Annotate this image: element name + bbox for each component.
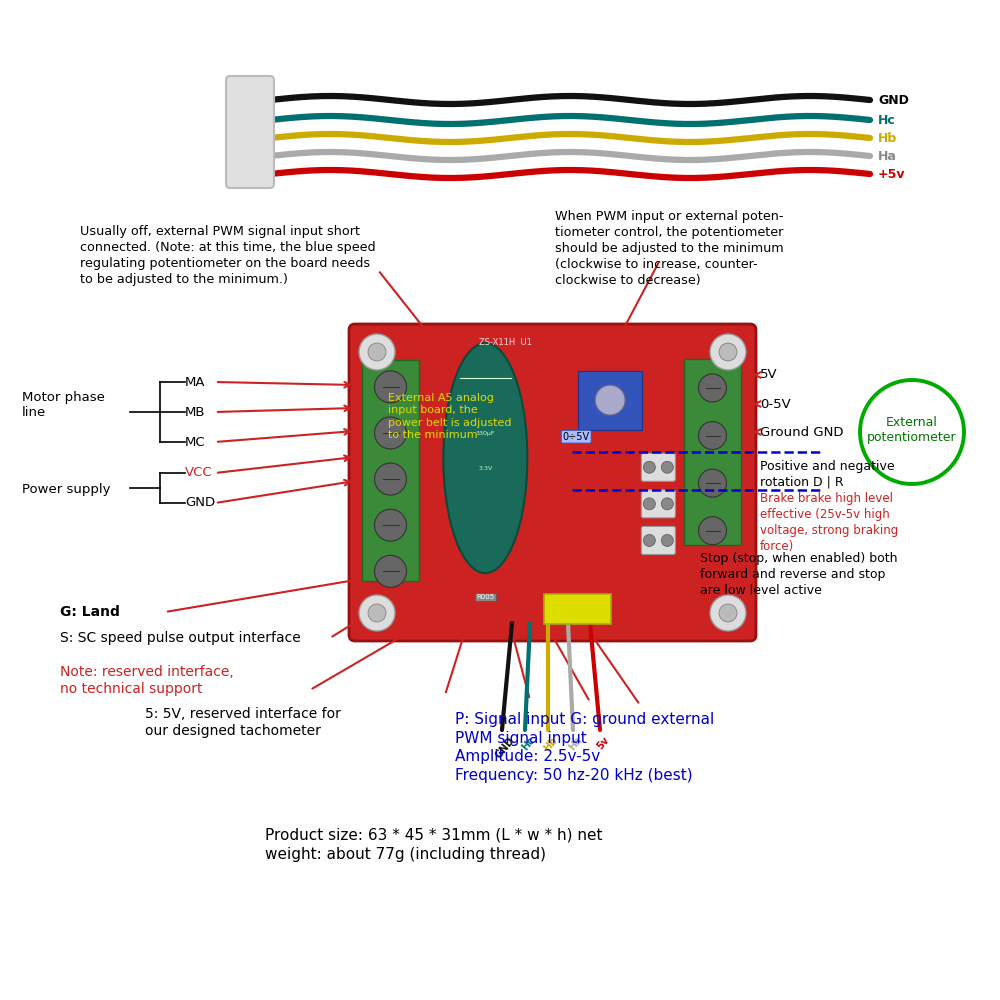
Text: When PWM input or external poten-
tiometer control, the potentiometer
should be : When PWM input or external poten- tiomet…: [555, 210, 784, 287]
Text: MB: MB: [185, 406, 206, 418]
FancyBboxPatch shape: [362, 360, 419, 581]
Circle shape: [374, 417, 406, 449]
Text: Motor phase
line: Motor phase line: [22, 390, 105, 420]
Circle shape: [661, 461, 673, 473]
Text: VCC: VCC: [185, 466, 213, 480]
Text: MC: MC: [185, 436, 206, 448]
Text: MA: MA: [185, 375, 206, 388]
Text: S: SC speed pulse output interface: S: SC speed pulse output interface: [60, 631, 301, 645]
Circle shape: [860, 380, 964, 484]
Circle shape: [359, 595, 395, 631]
Circle shape: [719, 604, 737, 622]
Circle shape: [374, 555, 406, 587]
Circle shape: [595, 385, 625, 415]
Circle shape: [710, 334, 746, 370]
Circle shape: [368, 343, 386, 361]
Circle shape: [359, 334, 395, 370]
Text: External
potentiometer: External potentiometer: [867, 416, 957, 444]
Text: GND: GND: [185, 496, 215, 510]
Text: 5: 5V, reserved interface for
our designed tachometer: 5: 5V, reserved interface for our design…: [145, 707, 341, 738]
Text: Product size: 63 * 45 * 31mm (L * w * h) net
weight: about 77g (including thread: Product size: 63 * 45 * 31mm (L * w * h)…: [265, 828, 602, 862]
Circle shape: [698, 469, 726, 497]
Text: 5V: 5V: [760, 368, 778, 381]
FancyBboxPatch shape: [578, 371, 642, 430]
Text: ZS-X11H  U1: ZS-X11H U1: [479, 338, 532, 347]
FancyBboxPatch shape: [226, 76, 274, 188]
Circle shape: [661, 534, 673, 546]
Text: Hc: Hc: [520, 735, 536, 752]
Circle shape: [374, 463, 406, 495]
Text: External A5 analog
input board, the
power belt is adjusted
to the minimum: External A5 analog input board, the powe…: [388, 393, 512, 440]
Text: Hc: Hc: [878, 113, 896, 126]
Circle shape: [698, 422, 726, 450]
Text: 5v: 5v: [595, 735, 611, 751]
Text: Positive and negative
rotation D | R: Positive and negative rotation D | R: [760, 460, 895, 489]
Text: R005: R005: [476, 594, 494, 600]
FancyBboxPatch shape: [349, 324, 756, 641]
Text: Brake brake high level
effective (25v-5v high
voltage, strong braking
force): Brake brake high level effective (25v-5v…: [760, 492, 898, 553]
Circle shape: [368, 604, 386, 622]
Ellipse shape: [443, 343, 527, 573]
Text: Note: reserved interface,
no technical support: Note: reserved interface, no technical s…: [60, 665, 234, 696]
Text: Usually off, external PWM signal input short
connected. (Note: at this time, the: Usually off, external PWM signal input s…: [80, 225, 376, 286]
Text: GND: GND: [878, 94, 909, 106]
FancyBboxPatch shape: [641, 526, 675, 554]
Circle shape: [374, 509, 406, 541]
Circle shape: [698, 517, 726, 545]
Text: +5v: +5v: [878, 167, 906, 180]
Circle shape: [643, 461, 655, 473]
Circle shape: [719, 343, 737, 361]
Text: Ha: Ha: [878, 149, 897, 162]
Text: Ground GND: Ground GND: [760, 426, 844, 438]
FancyBboxPatch shape: [641, 490, 675, 518]
Text: Stop (stop, when enabled) both
forward and reverse and stop
are low level active: Stop (stop, when enabled) both forward a…: [700, 552, 898, 597]
Text: Hb: Hb: [542, 735, 560, 753]
Text: Hb: Hb: [878, 131, 897, 144]
Text: 3.3V: 3.3V: [478, 466, 492, 471]
Text: P: Signal input G: ground external
PWM signal input
Amplitude: 2.5v-5v
Frequency: P: Signal input G: ground external PWM s…: [455, 712, 714, 783]
Circle shape: [661, 498, 673, 510]
Text: 0-5V: 0-5V: [760, 397, 791, 410]
FancyBboxPatch shape: [684, 359, 741, 544]
Text: Power supply: Power supply: [22, 484, 110, 496]
Text: 330μF: 330μF: [476, 431, 495, 436]
Text: 0÷5V: 0÷5V: [563, 432, 590, 442]
Circle shape: [643, 498, 655, 510]
Text: Ha: Ha: [567, 735, 585, 753]
Text: G: Land: G: Land: [60, 605, 120, 619]
Circle shape: [710, 595, 746, 631]
FancyBboxPatch shape: [641, 453, 675, 481]
FancyBboxPatch shape: [544, 594, 611, 624]
Circle shape: [643, 534, 655, 546]
Circle shape: [698, 374, 726, 402]
Text: GND: GND: [493, 735, 517, 760]
Circle shape: [374, 371, 406, 403]
